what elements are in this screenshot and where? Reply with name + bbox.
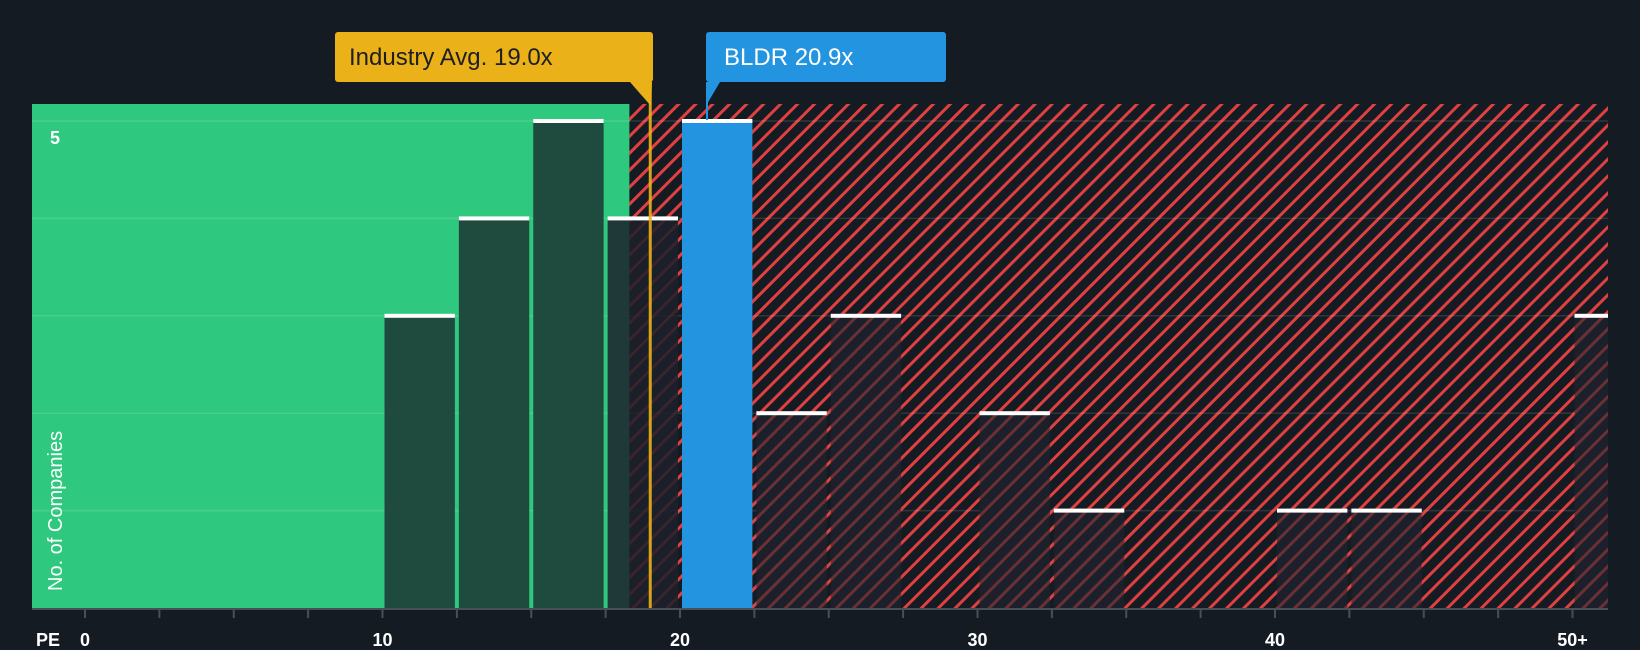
company-callout: BLDR 20.9x — [706, 32, 946, 104]
bar-body — [1277, 510, 1348, 608]
x-axis: 0 10 20 30 40 50+ PE — [32, 608, 1608, 650]
bar-cap — [533, 119, 604, 123]
bar-body — [830, 315, 902, 608]
y-tick-5: 5 — [50, 128, 60, 148]
bar-cap — [607, 216, 678, 221]
bar-cap — [1574, 313, 1608, 318]
y-axis-title: No. of Companies — [45, 431, 67, 591]
bar — [384, 313, 455, 608]
bar — [830, 313, 902, 608]
bar-body — [533, 121, 604, 608]
bar-body — [1574, 315, 1608, 608]
bar — [458, 216, 530, 608]
bar-cap — [830, 313, 902, 318]
bar — [1053, 508, 1125, 608]
bar-body — [682, 121, 753, 608]
histogram-bars — [384, 119, 1608, 608]
bar-body — [756, 413, 827, 608]
bar-body — [1351, 510, 1422, 608]
bar — [1277, 508, 1348, 608]
x-tick-label: 40 — [1265, 630, 1285, 650]
bar-body — [607, 218, 678, 608]
x-tick-label: 30 — [967, 630, 987, 650]
bar-cap — [1351, 508, 1422, 513]
industry-average-callout: Industry Avg. 19.0x — [335, 32, 653, 106]
bar-cap — [1053, 508, 1125, 513]
bar-body — [384, 315, 455, 608]
industry-average-line — [648, 80, 652, 608]
bar — [533, 119, 604, 608]
bar-cap — [682, 119, 753, 123]
company-label: BLDR 20.9x — [724, 44, 853, 71]
bar — [979, 411, 1050, 608]
industry-average-label: Industry Avg. 19.0x — [349, 44, 553, 71]
bar-cap — [979, 411, 1050, 416]
bar-body — [1053, 510, 1125, 608]
bar-body — [458, 218, 530, 608]
bar-body — [979, 413, 1050, 608]
x-tick-label: 10 — [372, 630, 392, 650]
bar-cap — [458, 216, 530, 221]
bar-cap — [1277, 508, 1348, 513]
bar — [756, 411, 827, 608]
x-tick-label: 50+ — [1557, 630, 1588, 650]
x-tick-label: 20 — [670, 630, 690, 650]
undervalued-region — [32, 104, 630, 608]
bar — [1574, 313, 1608, 608]
x-tick-label: 0 — [80, 630, 90, 650]
bar — [607, 216, 678, 608]
bar-bldr — [682, 119, 753, 608]
bar-cap — [384, 313, 455, 318]
bar — [1351, 508, 1422, 608]
x-axis-title: PE — [36, 630, 60, 650]
bar-cap — [756, 411, 827, 416]
